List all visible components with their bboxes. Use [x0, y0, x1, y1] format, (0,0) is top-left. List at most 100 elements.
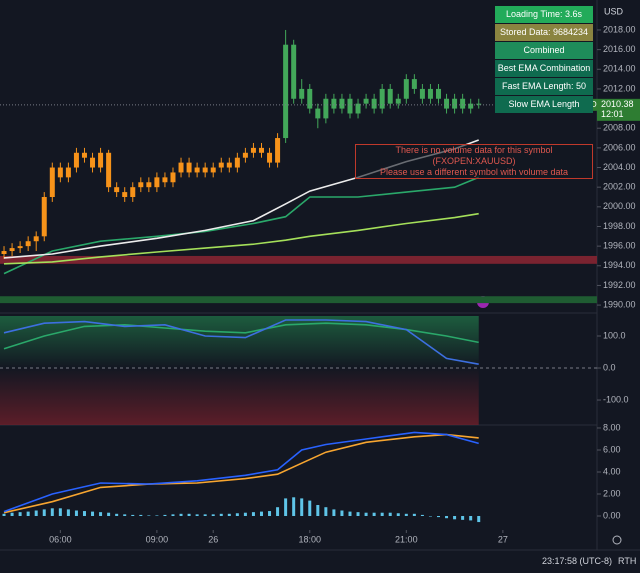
- y-tick-label: 0.00: [603, 510, 621, 520]
- stored-data: Stored Data: 9684234: [495, 24, 593, 42]
- y-tick-label: -100.0: [603, 394, 629, 404]
- histogram-bar: [428, 516, 432, 517]
- y-tick-label: 2.00: [603, 488, 621, 498]
- y-tick-label: 100.0: [603, 330, 626, 340]
- candle-body: [178, 162, 184, 173]
- histogram-bar: [50, 508, 54, 517]
- histogram-bar: [34, 510, 38, 517]
- upper-zone: [0, 316, 479, 369]
- histogram-bar: [107, 512, 111, 517]
- clock: 23:17:58 (UTC-8): [542, 556, 613, 566]
- warning: There is no volume data for this symbol …: [355, 144, 593, 179]
- loading-time: Loading Time: 3.6s: [495, 6, 593, 24]
- best-ema: Best EMA Combination: [495, 60, 593, 78]
- histogram-bar: [147, 515, 151, 517]
- candle-body: [291, 44, 297, 99]
- histogram-bar: [211, 514, 215, 517]
- line: [3, 433, 479, 514]
- candle-body: [267, 152, 273, 163]
- y-tick-label: 0.0: [603, 362, 616, 372]
- histogram-bar: [308, 500, 312, 517]
- y-tick-label: 2012.00: [603, 83, 636, 93]
- candle-body: [371, 98, 377, 109]
- histogram-bar: [251, 512, 255, 517]
- histogram-bar: [372, 512, 376, 517]
- histogram-bar: [356, 512, 360, 517]
- candle-body: [90, 157, 96, 168]
- histogram-bar: [332, 509, 336, 517]
- candle-body: [355, 103, 361, 114]
- candle-body: [81, 152, 87, 158]
- y-tick-label: 1998.00: [603, 221, 636, 231]
- histogram-bar: [235, 513, 239, 517]
- warning-line: Please use a different symbol with volum…: [380, 167, 568, 177]
- zone: [0, 255, 597, 264]
- last-price-label: 2010.38: [601, 99, 634, 109]
- price-tag: [597, 98, 640, 121]
- histogram-bar: [340, 510, 344, 517]
- candle-body: [130, 187, 136, 198]
- histogram-bar: [74, 510, 78, 517]
- candle-body: [258, 147, 264, 153]
- candle-body: [122, 192, 128, 198]
- y-tick-label: 8.00: [603, 422, 621, 432]
- histogram-bar: [91, 511, 95, 517]
- histogram-bar: [155, 515, 159, 517]
- histogram-bar: [99, 512, 103, 517]
- candle-body: [347, 98, 353, 114]
- candle-body: [234, 157, 240, 168]
- histogram-bar: [163, 514, 167, 517]
- candle-body: [146, 182, 152, 188]
- session[interactable]: RTH: [618, 556, 637, 566]
- histogram-bar: [42, 509, 46, 517]
- histogram-bar: [316, 505, 320, 517]
- fast-ema: Fast EMA Length: 50: [495, 78, 593, 96]
- histogram-bar: [179, 513, 183, 517]
- y-tick-label: 4.00: [603, 466, 621, 476]
- histogram-bar: [58, 508, 62, 517]
- candle-body: [427, 88, 433, 99]
- candle-body: [250, 147, 256, 153]
- histogram-bar: [412, 513, 416, 517]
- candle-body: [218, 162, 224, 168]
- candle-body: [25, 241, 31, 247]
- candle-body: [186, 162, 192, 173]
- histogram-bar: [171, 514, 175, 517]
- histogram-bar: [445, 516, 449, 519]
- candle-body: [41, 197, 47, 237]
- y-tick-label: 1996.00: [603, 241, 636, 251]
- candle-body: [106, 152, 112, 188]
- histogram-bar: [453, 516, 457, 520]
- candle-body: [17, 246, 23, 249]
- histogram-bar: [259, 511, 263, 517]
- slow-ema: Slow EMA Length: [495, 96, 593, 114]
- candle-body: [65, 167, 71, 178]
- histogram-bar: [187, 513, 191, 517]
- histogram-bar: [268, 511, 272, 517]
- candle-body: [435, 88, 441, 99]
- x-tick-label: 18:00: [298, 534, 321, 544]
- settings-icon[interactable]: [612, 535, 622, 545]
- histogram-bar: [420, 514, 424, 517]
- y-tick-label: 2018.00: [603, 24, 636, 34]
- histogram-bar: [139, 514, 143, 517]
- candle-body: [315, 108, 321, 119]
- y-tick-label: 2004.00: [603, 162, 636, 172]
- candle-body: [226, 162, 232, 168]
- y-tick-label: 1992.00: [603, 280, 636, 290]
- candle-body: [411, 79, 417, 89]
- candle-body: [138, 182, 144, 188]
- histogram-bar: [115, 513, 119, 517]
- candle-body: [1, 251, 7, 254]
- y-tick-label: 2016.00: [603, 44, 636, 54]
- candle-body: [73, 152, 79, 168]
- candle-body: [242, 152, 248, 158]
- histogram-bar: [348, 511, 352, 517]
- candle-body: [114, 187, 120, 193]
- histogram-bar: [292, 497, 296, 517]
- candle-body: [283, 44, 289, 139]
- candle-body: [49, 167, 55, 198]
- y-tick-label: 2014.00: [603, 64, 636, 74]
- candle-body: [98, 152, 104, 168]
